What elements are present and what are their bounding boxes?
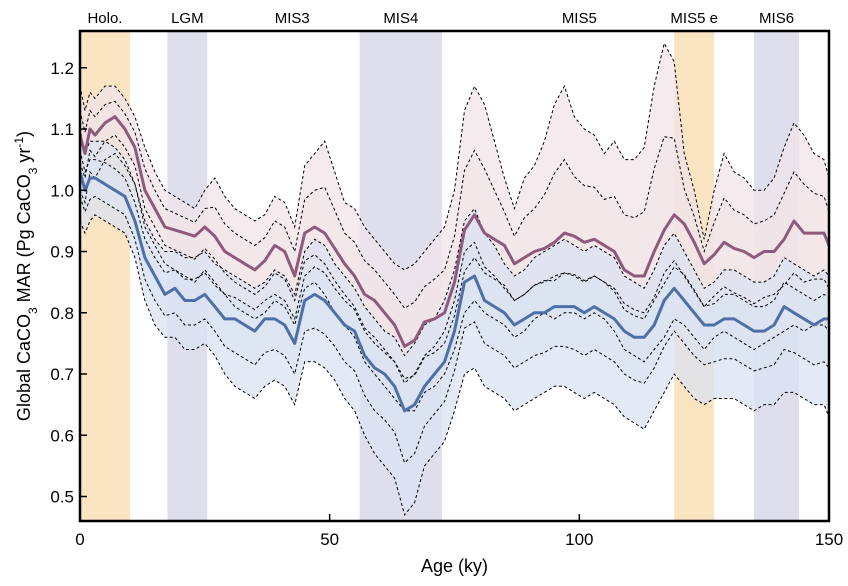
series-lines [80, 115, 829, 413]
y-tick-label-3: 0.8 [50, 304, 74, 323]
y-axis-ticks: 0.5 0.6 0.7 0.8 0.9 1.0 1.1 1.2 [50, 59, 87, 507]
series-1-dashed-envelope-3 [80, 214, 829, 516]
y-tick-label-0: 0.5 [50, 488, 74, 507]
y-axis-label-sup: -1 [12, 137, 26, 148]
y-axis-label-prefix: Global CaCO [14, 314, 34, 421]
period-label-4: MIS5 [562, 10, 597, 27]
y-axis-label: Global CaCO3 MAR (Pg CaCO3 yr-1) [12, 131, 40, 421]
series-1-line [80, 171, 829, 413]
y-tick-label-4: 0.9 [50, 243, 74, 262]
period-label-3: MIS4 [383, 10, 418, 27]
series-0-dashed-envelope-2 [80, 134, 829, 380]
series-0-dashed-envelope-1 [80, 100, 829, 309]
x-tick-label-1: 50 [320, 530, 339, 549]
period-label-1: LGM [171, 10, 204, 27]
period-label-6: MIS6 [759, 10, 794, 27]
series-0-dashed-envelope-0 [80, 41, 829, 271]
y-tick-label-6: 1.1 [50, 120, 74, 139]
x-axis-ticks: 0 50 100 150 [75, 514, 843, 549]
y-axis-label-suffix: yr [14, 148, 34, 168]
period-label-2: MIS3 [275, 10, 310, 27]
uncertainty-fills [80, 43, 829, 515]
series-0-line [80, 115, 829, 348]
plot-frame [78, 29, 831, 523]
period-label-5: MIS5 e [670, 10, 718, 27]
x-axis-label: Age (ky) [421, 556, 488, 576]
x-tick-label-3: 150 [815, 530, 843, 549]
x-tick-label-0: 0 [75, 530, 84, 549]
uncertainty-dashed-lines [80, 41, 829, 516]
y-axis-label-sub: 3 [26, 307, 40, 314]
series-0-dashed-envelope-3 [80, 152, 829, 412]
period-labels: Holo. LGM MIS3 MIS4 MIS5 MIS5 e MIS6 [87, 10, 794, 27]
y-tick-label-5: 1.0 [50, 181, 74, 200]
y-tick-label-2: 0.7 [50, 365, 74, 384]
y-axis-label-middle: MAR (Pg CaCO [14, 174, 34, 307]
y-axis-label-close: ) [14, 131, 34, 137]
x-tick-label-2: 100 [565, 530, 593, 549]
y-tick-label-7: 1.2 [50, 59, 74, 78]
y-tick-label-1: 0.6 [50, 426, 74, 445]
period-label-0: Holo. [87, 10, 122, 27]
series-1-dashed-envelope-2 [80, 195, 829, 464]
y-axis-label-sub2: 3 [26, 167, 40, 174]
series-1-inner-band [80, 150, 829, 463]
series-1-dashed-envelope-0 [80, 128, 829, 357]
